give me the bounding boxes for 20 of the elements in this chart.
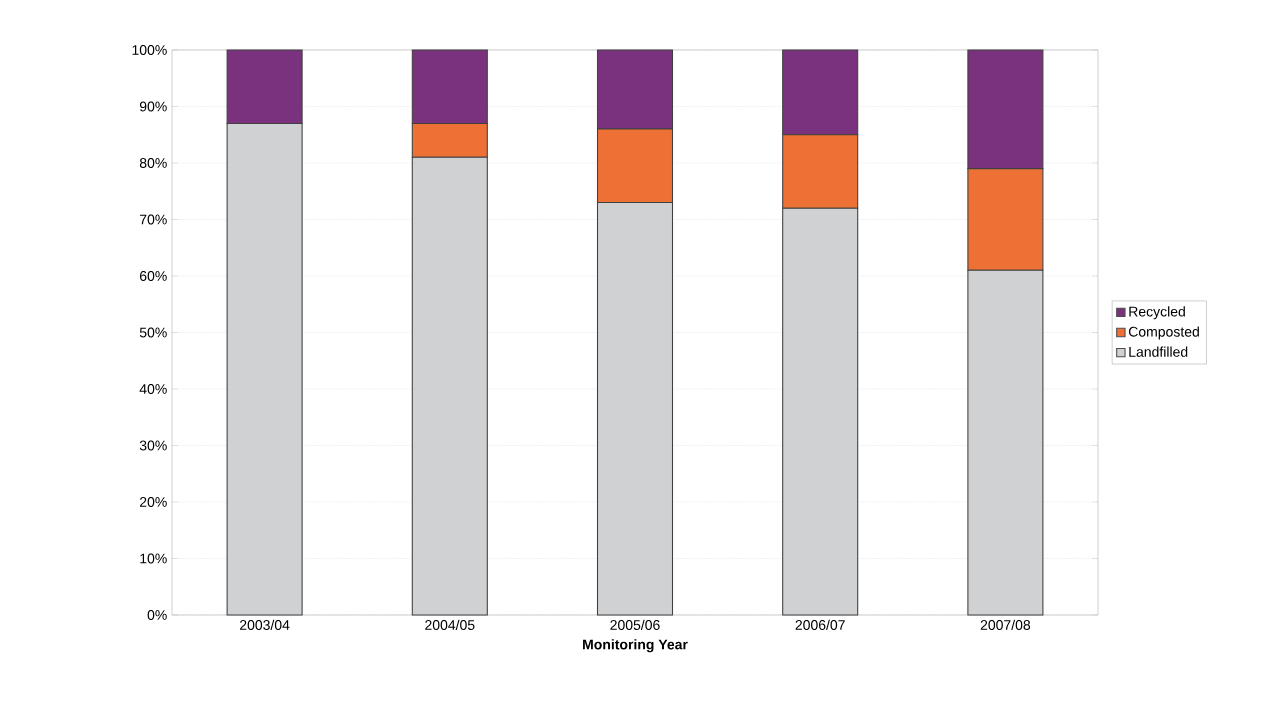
x-axis-title: Monitoring Year xyxy=(583,639,688,653)
legend-label: Composted xyxy=(1128,326,1199,340)
y-tick-label: 60% xyxy=(139,271,167,281)
x-tick-label: 2007/08 xyxy=(980,619,1031,630)
legend-label: Recycled xyxy=(1129,306,1185,320)
x-tick-label: 2004/05 xyxy=(425,619,475,630)
y-tick-label: 80% xyxy=(139,158,167,168)
x-tick-label: 2003/04 xyxy=(240,619,290,630)
y-tick-label: 50% xyxy=(139,327,167,338)
x-tick-label: 2006/07 xyxy=(795,619,845,630)
y-tick-label: 30% xyxy=(139,440,167,451)
x-tick-label: 2005/06 xyxy=(610,619,660,630)
y-tick-label: 100% xyxy=(132,45,167,55)
y-tick-label: 20% xyxy=(139,497,167,507)
y-tick-label: 90% xyxy=(139,101,167,112)
y-tick-label: 70% xyxy=(139,214,167,225)
y-tick-label: 10% xyxy=(140,553,167,564)
legend-label: Landfilled xyxy=(1129,346,1188,357)
y-tick-label: 0% xyxy=(147,610,167,620)
y-tick-label: 40% xyxy=(139,384,167,394)
